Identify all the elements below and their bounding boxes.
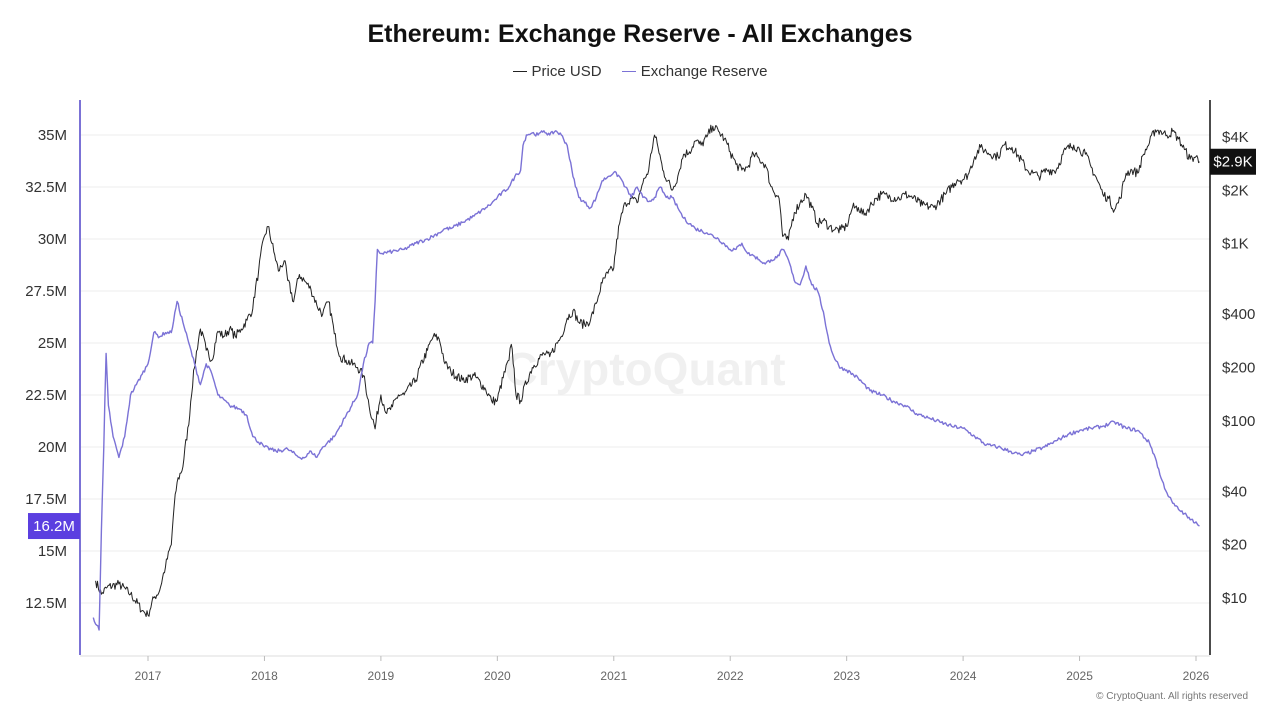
right-tick-label: $10	[1222, 590, 1247, 607]
x-tick-label: 2024	[950, 669, 977, 683]
right-tick-label: $2K	[1222, 182, 1249, 199]
left-tick-label: 35M	[38, 127, 67, 144]
legend-label-reserve: Exchange Reserve	[640, 63, 768, 80]
axes	[79, 100, 1211, 657]
current-value-badges: 16.2M $2.9K	[28, 148, 1256, 540]
legend-swatch-price	[512, 70, 527, 72]
series-layer	[92, 124, 1200, 631]
left-tick-label: 20M	[38, 439, 67, 456]
left-tick-label: 17.5M	[25, 491, 67, 508]
x-tick-label: 2018	[251, 669, 278, 683]
right-tick-label: $400	[1222, 306, 1255, 323]
x-tick-label: 2025	[1066, 669, 1093, 683]
right-tick-label: $100	[1222, 413, 1255, 430]
right-tick-label: $1K	[1222, 236, 1249, 253]
left-tick-label: 12.5M	[25, 595, 67, 612]
left-tick-label: 32.5M	[25, 179, 67, 196]
right-tick-label: $200	[1222, 360, 1255, 377]
x-tick-label: 2022	[717, 669, 744, 683]
left-current-label: 16.2M	[33, 518, 75, 535]
x-tick-label: 2017	[135, 669, 162, 683]
series-line-price	[95, 124, 1200, 617]
left-tick-label: 25M	[38, 335, 67, 352]
left-axis-ticks: 35M 32.5M 30M 27.5M 25M 22.5M 20M 17.5M 15M 12.5M	[25, 127, 67, 612]
right-current-badge	[1210, 148, 1256, 175]
legend: Price USD Exchange Reserve	[0, 63, 1280, 80]
right-axis-ticks: $4K $2K $1K $400 $200 $100 $40 $20 $10	[1222, 129, 1255, 607]
left-tick-label: 15M	[38, 543, 67, 560]
x-tick-label: 2019	[368, 669, 395, 683]
left-tick-label: 27.5M	[25, 283, 67, 300]
copyright: © CryptoQuant. All rights reserved	[1096, 691, 1248, 702]
x-tick-label: 2020	[484, 669, 511, 683]
right-tick-label: $40	[1222, 483, 1247, 500]
left-current-badge	[28, 513, 80, 540]
series-line-reserve	[92, 130, 1200, 631]
x-tick-label: 2021	[600, 669, 627, 683]
right-current-label: $2.9K	[1213, 154, 1252, 171]
right-tick-label: $4K	[1222, 129, 1249, 146]
legend-item-reserve[interactable]: Exchange Reserve	[621, 63, 768, 80]
right-tick-label: $20	[1222, 537, 1247, 554]
left-tick-label: 22.5M	[25, 387, 67, 404]
legend-swatch-reserve	[621, 70, 636, 72]
x-tick-label: 2023	[833, 669, 860, 683]
x-axis-ticks: 2017 2018 2019 2020 2021 2022 2023 2024 2025 2026	[135, 656, 1210, 683]
legend-item-price[interactable]: Price USD	[512, 63, 602, 80]
left-tick-label: 30M	[38, 231, 67, 248]
x-tick-label: 2026	[1183, 669, 1210, 683]
legend-label-price: Price USD	[531, 63, 602, 80]
chart-title: Ethereum: Exchange Reserve - All Exchang…	[367, 20, 913, 48]
